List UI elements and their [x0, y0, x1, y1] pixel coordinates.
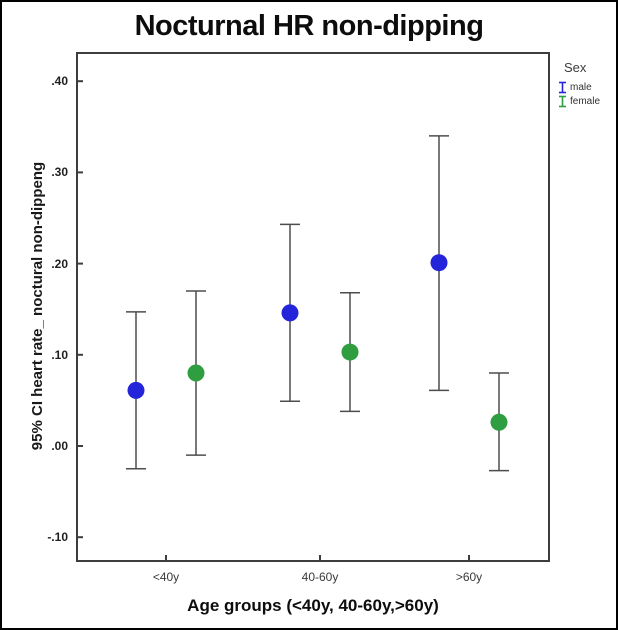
chart-title: Nocturnal HR non-dipping: [134, 10, 484, 42]
x-tick-label: >60y: [455, 570, 483, 584]
legend-title: Sex: [564, 60, 587, 75]
error-bar-female-<40y: [186, 290, 206, 456]
legend-item-female: female: [558, 95, 616, 108]
errorbar-glyph-icon: [559, 81, 566, 94]
mean-marker-female: [490, 413, 508, 431]
legend-label: female: [570, 95, 601, 107]
x-axis-title: Age groups (<40y, 40-60y,>60y): [187, 596, 439, 615]
plot-frame: [76, 52, 550, 562]
y-tick-label: .20: [51, 256, 68, 271]
errorbar-glyph-icon: [559, 95, 566, 108]
mean-marker-male: [127, 381, 145, 399]
y-tick-label: .40: [51, 74, 68, 89]
y-tick-label: .30: [51, 165, 68, 180]
legend-label: male: [570, 81, 592, 93]
error-bar-male->60y: [429, 135, 449, 392]
legend-item-male: male: [558, 81, 616, 94]
errorbar-plot: [76, 52, 550, 562]
mean-marker-male: [281, 304, 299, 322]
mean-marker-male: [430, 254, 448, 272]
y-tick-label: -.10: [47, 530, 68, 545]
legend-items: male female: [558, 81, 616, 108]
y-tick-label: .10: [51, 347, 68, 362]
mean-marker-female: [341, 343, 359, 361]
y-tick-label: .00: [51, 439, 68, 453]
mean-marker-female: [187, 364, 205, 382]
error-bar-female-40-60y: [340, 292, 360, 413]
y-axis-title: 95% CI heart rate_ noctural non-dippeng: [29, 161, 46, 451]
plot-area: [76, 52, 550, 562]
x-tick-label: <40y: [152, 570, 180, 584]
legend: Sex male female: [558, 60, 616, 109]
error-bar-female->60y: [489, 372, 509, 472]
error-bar-male-<40y: [126, 311, 146, 470]
x-tick-label: 40-60y: [301, 570, 339, 584]
error-bar-male-40-60y: [280, 223, 300, 403]
